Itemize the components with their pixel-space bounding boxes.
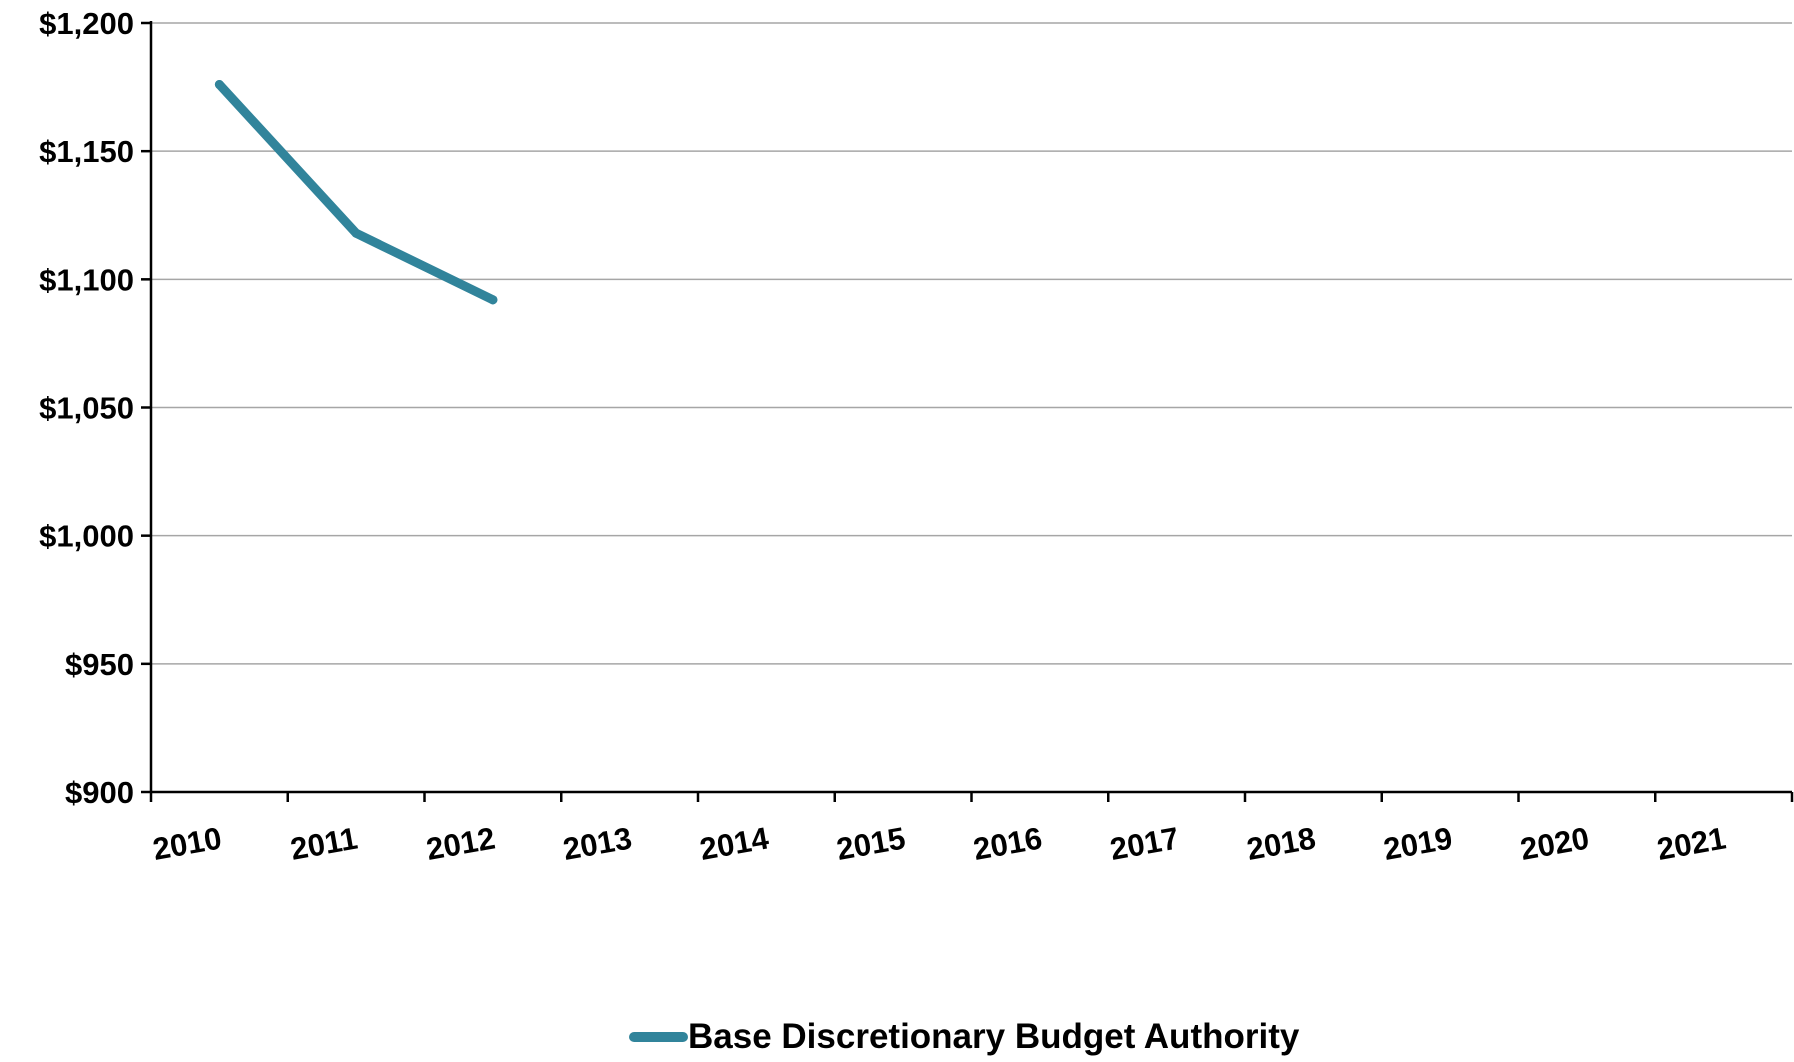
x-axis-ticks: 2010 2011 2012 2013 2014 2015 2016 2017 2018 2019… [150, 820, 1728, 867]
x-tick-label: 2016 [971, 820, 1045, 866]
x-tick-label: 2017 [1107, 820, 1181, 866]
x-tick-label: 2011 [288, 821, 360, 867]
y-tick-label: $1,200 [39, 6, 134, 41]
data-point [214, 80, 224, 90]
gridlines [151, 22, 1792, 665]
legend-label: Base Discretionary Budget Authority [688, 1017, 1300, 1056]
y-tick-label: $1,150 [39, 134, 134, 169]
y-tick-label: $950 [65, 647, 134, 682]
x-tick-label: 2021 [1654, 820, 1728, 866]
x-tick-label: 2019 [1381, 820, 1455, 866]
series-line [214, 80, 498, 305]
x-tick-label: 2012 [424, 820, 498, 866]
y-tick-label: $1,050 [39, 391, 134, 426]
x-tick-label: 2018 [1244, 820, 1318, 866]
axes [141, 21, 1794, 802]
y-tick-label: $1,100 [39, 262, 134, 297]
x-tick-label: 2010 [150, 820, 224, 866]
x-tick-label: 2015 [834, 820, 908, 866]
y-tick-label: $1,000 [39, 519, 134, 554]
y-axis-ticks: $900 $950 $1,000 $1,050 $1,100 $1,150 $1,200 [39, 6, 134, 810]
data-point [488, 295, 498, 305]
legend: Base Discretionary Budget Authority [629, 1017, 1300, 1056]
data-point [351, 228, 361, 238]
x-tick-label: 2014 [697, 820, 772, 867]
x-tick-label: 2013 [560, 820, 634, 866]
x-tick-label: 2020 [1518, 820, 1592, 866]
series [214, 80, 498, 305]
y-tick-label: $900 [65, 775, 134, 810]
